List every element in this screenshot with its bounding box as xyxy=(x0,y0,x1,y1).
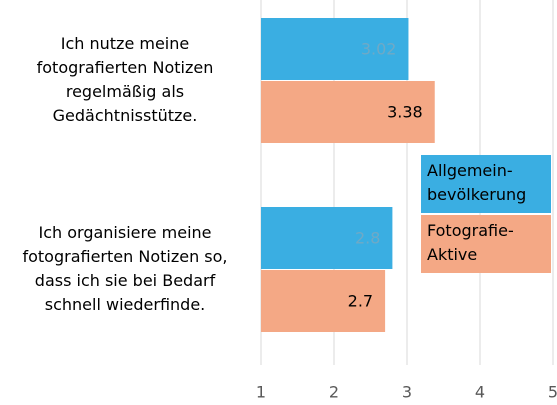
legend-entry: Allgemein-bevölkerung xyxy=(421,155,551,213)
value-label: 3.38 xyxy=(387,103,423,122)
category-label: Ich nutze meine fotografierten Notizen r… xyxy=(36,34,214,125)
value-label: 2.7 xyxy=(348,292,373,311)
bar xyxy=(261,81,435,143)
x-tick-label: 4 xyxy=(475,383,485,402)
bar xyxy=(261,18,409,80)
bar xyxy=(261,207,393,269)
value-label: 3.02 xyxy=(361,40,397,59)
value-label: 2.8 xyxy=(355,229,380,248)
bar xyxy=(261,270,386,332)
legend-entry: Fotografie-Aktive xyxy=(421,215,551,273)
x-tick-label: 1 xyxy=(256,383,266,402)
category-label: Ich organisiere meine fotografierten Not… xyxy=(22,223,228,314)
x-tick-label: 5 xyxy=(548,383,557,402)
x-tick-label: 3 xyxy=(402,383,412,402)
x-tick-label: 2 xyxy=(329,383,339,402)
